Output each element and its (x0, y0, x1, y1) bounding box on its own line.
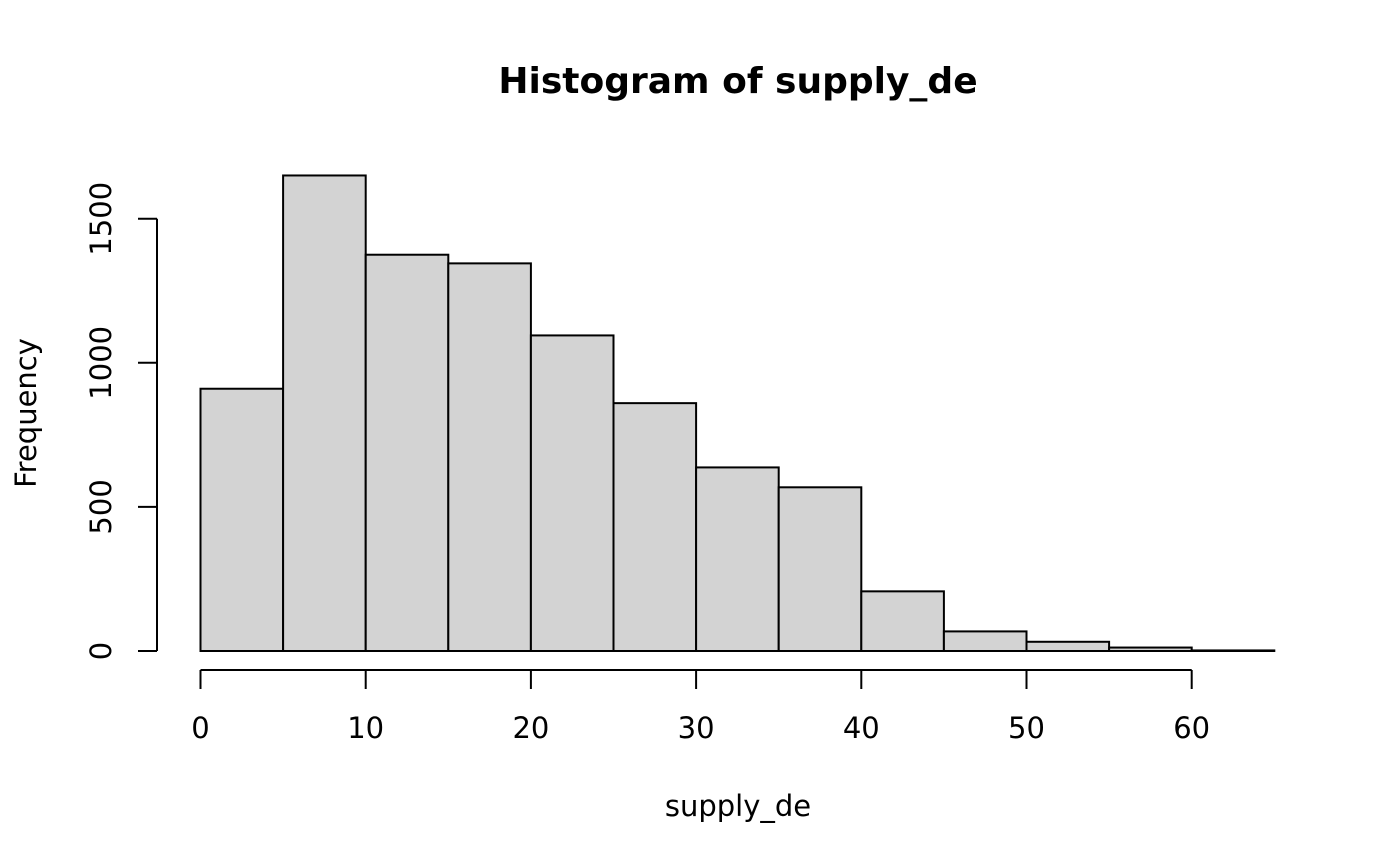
y-tick-label-3: 1500 (84, 182, 118, 256)
histogram-bar-8 (860, 590, 945, 652)
x-tick-label-4: 40 (843, 711, 880, 745)
y-tick-label-2: 1000 (84, 326, 118, 400)
y-tick-label-0: 0 (84, 642, 118, 660)
histogram-bar-3 (447, 262, 532, 652)
chart-title: Histogram of supply_de (498, 61, 977, 102)
bars-group (199, 174, 1276, 653)
histogram-bar-2 (364, 253, 450, 652)
x-tick-label-5: 50 (1008, 711, 1045, 745)
histogram-bar-5 (612, 402, 698, 653)
histogram-bar-9 (942, 630, 1028, 653)
x-tick-label-6: 60 (1173, 711, 1210, 745)
histogram-bar-1 (282, 174, 367, 652)
histogram-bar-11 (1108, 646, 1193, 653)
y-tick-label-1: 500 (84, 479, 118, 534)
x-axis: 0 10 20 30 40 50 60 (191, 669, 1210, 745)
histogram-bar-10 (1025, 640, 1111, 652)
histogram-bar-12 (1190, 649, 1276, 652)
y-axis-label: Frequency (9, 338, 43, 488)
histogram-bar-7 (777, 486, 863, 652)
y-axis: 0 500 1000 1500 (84, 182, 158, 660)
x-tick-label-2: 20 (512, 711, 549, 745)
histogram-bar-4 (529, 334, 615, 652)
histogram-bar-0 (199, 387, 285, 652)
histogram-bar-6 (695, 466, 780, 652)
x-tick-label-1: 10 (347, 711, 384, 745)
x-tick-label-0: 0 (191, 711, 209, 745)
x-axis-label: supply_de (665, 789, 811, 823)
x-tick-label-3: 30 (678, 711, 715, 745)
